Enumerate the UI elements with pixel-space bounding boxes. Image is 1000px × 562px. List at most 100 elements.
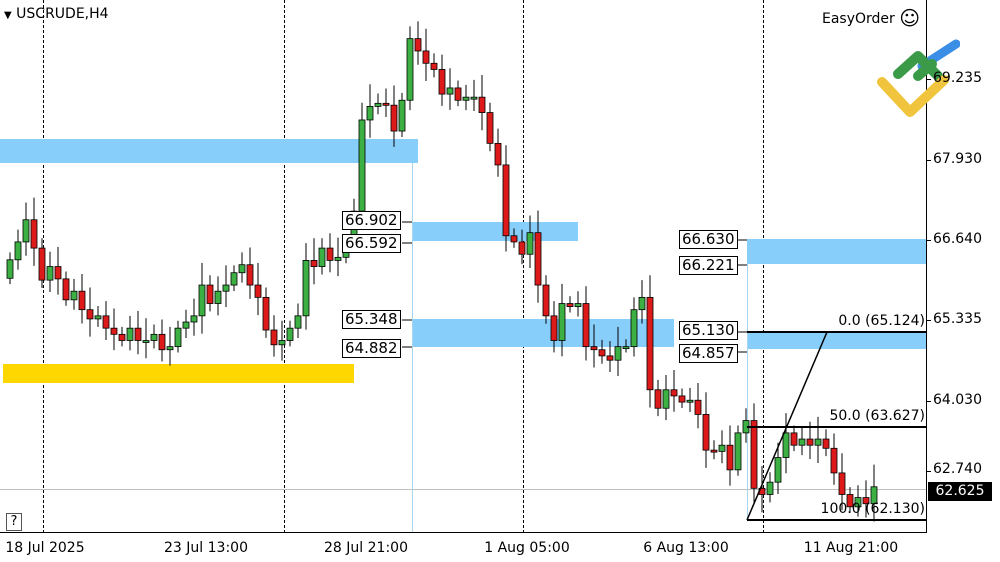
current-price-label: 62.625: [928, 482, 992, 501]
candle: [118, 326, 126, 347]
candle: [830, 433, 838, 485]
candle-body: [646, 296, 654, 391]
candle: [798, 426, 806, 456]
candle: [470, 79, 478, 111]
candle: [278, 320, 286, 361]
candle-body: [70, 290, 78, 301]
candle-body: [686, 399, 694, 403]
candle: [566, 296, 574, 313]
candle-body: [38, 247, 46, 281]
candle-body: [494, 142, 502, 166]
supply-zone[interactable]: [412, 319, 674, 347]
candle: [238, 252, 246, 283]
candle: [486, 102, 494, 152]
candle: [246, 247, 254, 299]
candle-body: [398, 99, 406, 132]
candle: [622, 339, 630, 353]
candle-body: [374, 102, 382, 107]
candle: [222, 265, 230, 307]
candle-body: [206, 284, 214, 304]
supply-zone[interactable]: [747, 239, 926, 264]
candle: [310, 238, 318, 285]
time-axis-label: 28 Jul 21:00: [324, 540, 408, 556]
candle-body: [734, 432, 742, 471]
time-axis-label: 11 Aug 21:00: [803, 540, 899, 556]
chart-area[interactable]: 0.0 (65.124) 50.0 (63.627) 100.0 (62.130…: [0, 0, 927, 533]
candle: [862, 480, 870, 518]
candle-body: [158, 333, 166, 351]
candle: [502, 145, 510, 252]
candle: [750, 403, 758, 503]
candle-body: [278, 340, 286, 346]
candle-body: [270, 329, 278, 346]
candle: [766, 472, 774, 503]
symbol-title[interactable]: ▼ USCRUDE,H4: [4, 6, 109, 22]
candle: [550, 301, 558, 353]
candle-body: [582, 303, 590, 348]
candle: [462, 84, 470, 111]
candle: [630, 297, 638, 357]
candle: [294, 303, 302, 339]
candle-body: [126, 327, 134, 341]
candle: [366, 84, 374, 138]
broker-logo-icon: [877, 39, 960, 117]
candle: [590, 324, 598, 368]
candle: [318, 238, 326, 275]
candle: [126, 315, 134, 351]
fibonacci-retracement[interactable]: [0, 0, 927, 533]
candle-body: [294, 315, 302, 329]
candle: [230, 265, 238, 291]
candle-body: [110, 327, 118, 335]
candle: [526, 215, 534, 269]
easyorder-panel[interactable]: EasyOrder ☺: [822, 6, 920, 30]
resistance-zone[interactable]: [0, 139, 418, 163]
candle-body: [214, 290, 222, 304]
help-button[interactable]: ?: [6, 513, 22, 531]
candle-body: [838, 472, 846, 495]
candle-body: [726, 444, 734, 471]
candle: [718, 430, 726, 464]
support-zone[interactable]: [3, 364, 354, 383]
candle: [542, 275, 550, 324]
candle: [38, 238, 46, 289]
candle: [398, 92, 406, 137]
candle-body: [22, 219, 30, 243]
candle: [430, 53, 438, 78]
candle: [54, 246, 62, 295]
fib-label-100: 100.0 (62.130): [820, 501, 925, 517]
candle: [86, 287, 94, 337]
candle: [30, 197, 38, 266]
candle-body: [598, 349, 606, 357]
candle: [782, 413, 790, 474]
easyorder-label: EasyOrder: [822, 11, 895, 27]
candle-body: [606, 355, 614, 361]
candle-body: [30, 219, 38, 249]
time-axis-label: 1 Aug 05:00: [484, 540, 570, 556]
candle-body: [438, 69, 446, 95]
candle: [326, 233, 334, 273]
candle-body: [86, 309, 94, 320]
candlestick-series: [6, 21, 878, 522]
smiley-icon: ☺: [899, 6, 921, 30]
candle: [494, 128, 502, 177]
candle-body: [326, 247, 334, 261]
candle-body: [334, 256, 342, 261]
candle-body: [614, 346, 622, 361]
candle: [558, 283, 566, 357]
candle-body: [550, 315, 558, 341]
candle: [870, 464, 878, 522]
candle-body: [782, 432, 790, 458]
price-axis-label: 67.930: [933, 151, 982, 167]
candle-body: [534, 232, 542, 286]
supply-zone[interactable]: [747, 333, 926, 349]
dropdown-arrow-icon[interactable]: ▼: [4, 10, 12, 21]
candle-body: [806, 438, 814, 446]
candle-body: [774, 457, 782, 483]
candle: [454, 80, 462, 107]
candle: [510, 228, 518, 248]
candle-body: [846, 494, 854, 508]
candle-body: [14, 241, 22, 261]
candle-body: [78, 290, 86, 311]
candle: [702, 392, 710, 468]
candle-body: [286, 327, 294, 341]
